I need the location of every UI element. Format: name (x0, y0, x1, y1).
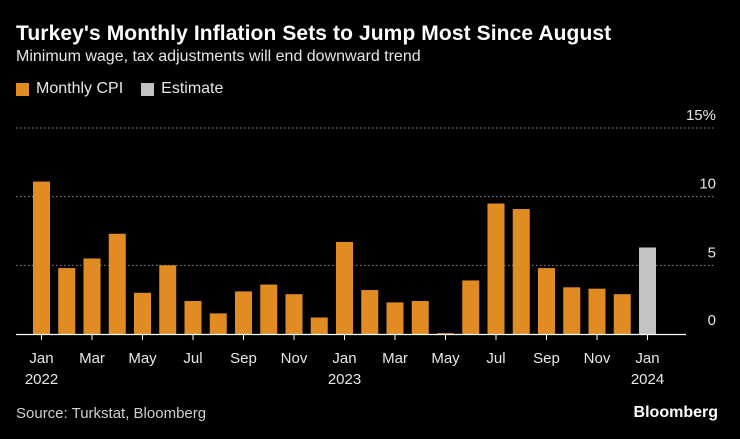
legend-item-monthly-cpi: Monthly CPI (16, 80, 123, 98)
y-tick-label: 5 (708, 244, 716, 261)
x-tick-label-year: 2023 (328, 371, 361, 388)
x-tick-label-month: Nov (584, 350, 611, 367)
legend: Monthly CPI Estimate (16, 80, 241, 98)
x-tick-label-month: Jan (332, 350, 356, 367)
estimate-bar (639, 247, 656, 334)
cpi-bar (134, 292, 151, 334)
cpi-bar (538, 268, 555, 334)
cpi-bar (108, 233, 126, 334)
x-tick-label-month: Mar (382, 350, 408, 367)
source-note: Source: Turkstat, Bloomberg (16, 405, 207, 422)
cpi-bar (235, 291, 252, 334)
cpi-bar (285, 294, 303, 334)
x-tick-label-month: Jan (635, 350, 659, 367)
legend-label-estimate: Estimate (161, 80, 224, 97)
x-tick-label-month: Jul (183, 350, 202, 367)
legend-swatch-estimate (141, 82, 155, 96)
cpi-bar (613, 294, 631, 334)
cpi-bar (386, 302, 404, 334)
x-tick-label-month: Sep (533, 350, 560, 367)
x-tick-label-month: Sep (230, 350, 257, 367)
x-tick-label-month: May (128, 350, 157, 367)
cpi-bar (184, 301, 202, 334)
legend-item-estimate: Estimate (141, 80, 223, 98)
cpi-bar (462, 280, 480, 334)
cpi-bar (260, 284, 278, 334)
legend-label-monthly-cpi: Monthly CPI (36, 80, 124, 97)
chart-subtitle: Minimum wage, tax adjustments will end d… (16, 48, 421, 65)
cpi-bar (487, 203, 505, 334)
legend-swatch-monthly-cpi (16, 82, 29, 96)
cpi-bar (512, 209, 530, 334)
x-tick-label-month: Jul (486, 350, 505, 367)
cpi-bar (437, 333, 454, 334)
cpi-bar (411, 301, 429, 334)
cpi-bar (563, 287, 581, 334)
x-tick-label-month: Jan (29, 350, 53, 367)
bloomberg-logo: Bloomberg (633, 404, 718, 421)
x-tick-label-year: 2024 (631, 371, 664, 388)
y-tick-label: 10 (699, 176, 716, 193)
cpi-bar (58, 268, 76, 334)
cpi-bar (33, 181, 50, 334)
y-tick-label: 15% (686, 107, 716, 124)
chart-title: Turkey's Monthly Inflation Sets to Jump … (16, 22, 612, 45)
x-tick-label-month: Mar (79, 350, 105, 367)
x-tick-label-month: May (431, 350, 460, 367)
cpi-bar (83, 258, 101, 334)
cpi-bar (159, 265, 177, 334)
cpi-bar (310, 317, 328, 334)
cpi-bar (209, 313, 227, 334)
cpi-bar (336, 241, 353, 334)
x-tick-label-month: Nov (281, 350, 308, 367)
y-tick-label: 0 (708, 312, 716, 329)
cpi-bar (588, 288, 606, 334)
x-tick-label-year: 2022 (25, 371, 58, 388)
cpi-bar (361, 290, 379, 334)
